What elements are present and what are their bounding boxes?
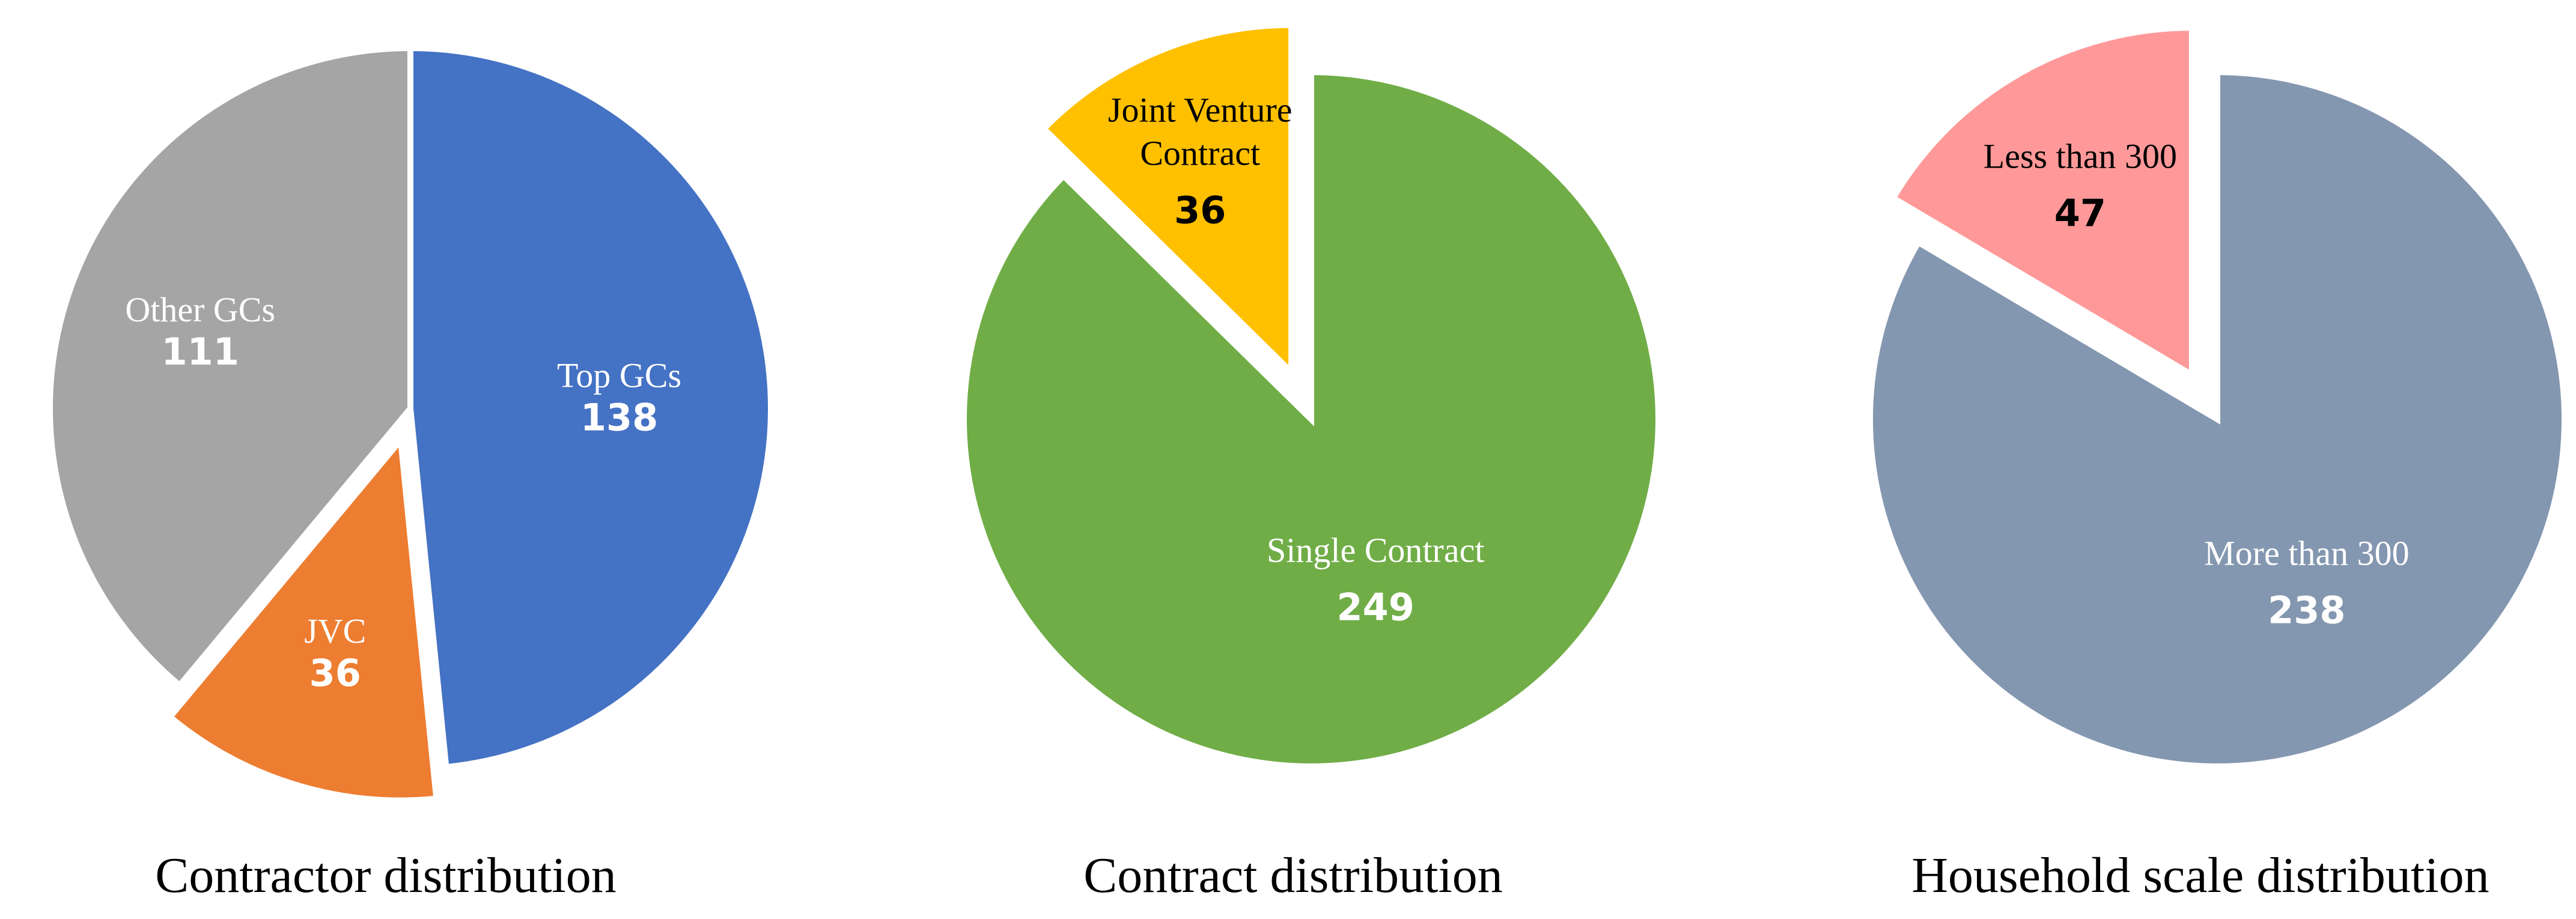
contract-distribution-chart: Single Contract 249 Joint Venture Contract 3…	[961, 22, 1661, 769]
slice-label-jvc: JVC	[304, 611, 366, 651]
slice-label-top-gcs: Top GCs	[557, 356, 681, 395]
slice-label-single-contract: Single Contract	[1267, 530, 1484, 569]
pie-slice-top-gcs	[407, 44, 774, 771]
slice-value-more-than-300: 238	[2268, 589, 2345, 632]
slice-value-less-than-300: 47	[2054, 191, 2106, 235]
pie-slice-jvc	[165, 432, 440, 804]
slice-label-other-gcs: Other GCs	[125, 290, 275, 329]
chart-title-household: Household scale distribution	[1911, 848, 2489, 903]
pie-slice-single-contract	[961, 68, 1661, 769]
slice-label-joint-venture-contract-line-1: Joint Venture	[1108, 91, 1293, 130]
pie-slice-less-than-300	[1889, 25, 2195, 380]
slice-value-single-contract: 249	[1337, 585, 1414, 629]
pie-slice-joint-venture-contract	[1039, 22, 1295, 380]
slice-value-jvc: 36	[309, 651, 361, 695]
pie-slice-more-than-300	[1867, 68, 2568, 769]
slice-value-top-gcs: 138	[580, 395, 658, 439]
slice-label-less-than-300: Less than 300	[1984, 136, 2177, 175]
chart-title-contract: Contract distribution	[1083, 848, 1503, 903]
slice-value-other-gcs: 111	[161, 330, 239, 374]
pie-slice-other-gcs	[47, 44, 413, 690]
slice-label-joint-venture-contract-line-2: Contract	[1140, 134, 1260, 173]
chart-title-contractor: Contractor distribution	[155, 848, 617, 903]
household-scale-distribution-chart: More than 300 238 Less than 300 47	[1867, 25, 2568, 769]
slice-label-more-than-300: More than 300	[2204, 534, 2410, 573]
slice-value-joint-venture-contract: 36	[1174, 189, 1226, 232]
